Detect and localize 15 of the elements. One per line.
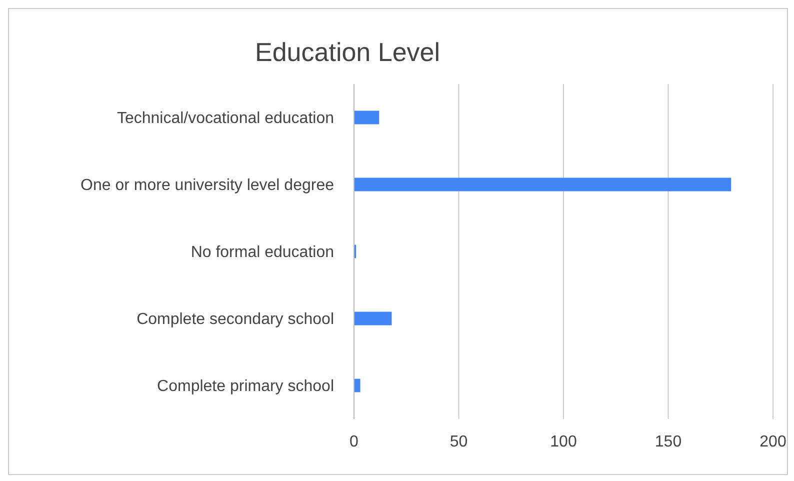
x-tick-label: 150 (654, 433, 682, 450)
bar (354, 312, 392, 326)
y-tick-label: No formal education (190, 244, 334, 262)
x-tick-label: 100 (550, 433, 577, 450)
y-tick-label: Complete primary school (157, 378, 334, 396)
bar (354, 178, 732, 192)
x-tick-label: 200 (760, 433, 786, 450)
y-tick-label: Complete secondary school (136, 311, 334, 328)
bar (354, 378, 360, 392)
x-tick-label: 50 (450, 433, 468, 450)
y-tick-label: One or more university level degree (80, 177, 334, 194)
x-tick-label: 0 (350, 433, 359, 450)
chart-title: Education Level (255, 37, 440, 68)
y-tick-label: Technical/vocational education (116, 110, 334, 128)
bar (354, 110, 380, 124)
